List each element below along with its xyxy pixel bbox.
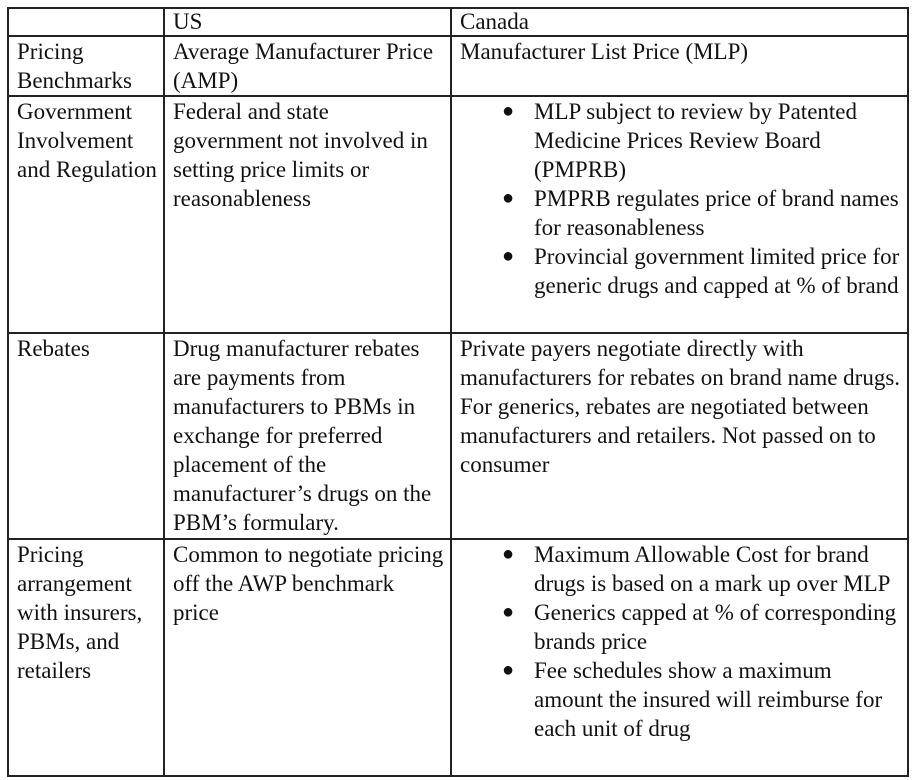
bullet-text: Generics capped at % of corresponding br…: [534, 600, 897, 654]
bullet-icon: ●: [502, 659, 515, 681]
canada-bullet-list: ● Maximum Allowable Cost for brand drugs…: [460, 540, 901, 743]
header-cell-us: US: [163, 7, 452, 37]
bullet-text: Maximum Allowable Cost for brand drugs i…: [534, 542, 891, 596]
canada-cell: Manufacturer List Price (MLP): [450, 35, 909, 97]
bullet-text: MLP subject to review by Patented Medici…: [534, 99, 857, 182]
canada-bullet-list: ● MLP subject to review by Patented Medi…: [460, 97, 901, 300]
us-cell: Common to negotiate pricing off the AWP …: [163, 538, 452, 777]
list-item: ● Fee schedules show a maximum amount th…: [460, 656, 901, 743]
table-row-pricing-arrangement: Pricing arrangement with insurers, PBMs,…: [7, 538, 909, 777]
list-item: ● PMPRB regulates price of brand names f…: [460, 184, 901, 242]
us-cell: Average Manufacturer Price (AMP): [163, 35, 452, 97]
row-label: Pricing Benchmarks: [7, 35, 165, 97]
header-cell-blank: [7, 7, 165, 37]
row-label: Pricing arrangement with insurers, PBMs,…: [7, 538, 165, 777]
bullet-text: Provincial government limited price for …: [534, 244, 900, 298]
header-cell-canada: Canada: [450, 7, 909, 37]
list-item: ● MLP subject to review by Patented Medi…: [460, 97, 901, 184]
table-row-rebates: Rebates Drug manufacturer rebates are pa…: [7, 332, 909, 540]
comparison-table: US Canada Pricing Benchmarks Average Man…: [7, 7, 909, 777]
table-row-government-involvement: Government Involvement and Regulation Fe…: [7, 95, 909, 334]
bullet-icon: ●: [502, 543, 515, 565]
bullet-text: PMPRB regulates price of brand names for…: [534, 186, 899, 240]
table-row-pricing-benchmarks: Pricing Benchmarks Average Manufacturer …: [7, 35, 909, 97]
canada-cell: ● MLP subject to review by Patented Medi…: [450, 95, 909, 334]
bullet-icon: ●: [502, 187, 515, 209]
us-cell: Drug manufacturer rebates are payments f…: [163, 332, 452, 540]
table-header-row: US Canada: [7, 7, 909, 37]
canada-cell: Private payers negotiate directly with m…: [450, 332, 909, 540]
row-label: Rebates: [7, 332, 165, 540]
list-item: ● Maximum Allowable Cost for brand drugs…: [460, 540, 901, 598]
list-item: ● Generics capped at % of corresponding …: [460, 598, 901, 656]
bullet-icon: ●: [502, 601, 515, 623]
list-item: ● Provincial government limited price fo…: [460, 242, 901, 300]
bullet-text: Fee schedules show a maximum amount the …: [534, 658, 883, 741]
bullet-icon: ●: [502, 245, 515, 267]
row-label: Government Involvement and Regulation: [7, 95, 165, 334]
bullet-icon: ●: [502, 100, 515, 122]
canada-cell: ● Maximum Allowable Cost for brand drugs…: [450, 538, 909, 777]
us-cell: Federal and state government not involve…: [163, 95, 452, 334]
